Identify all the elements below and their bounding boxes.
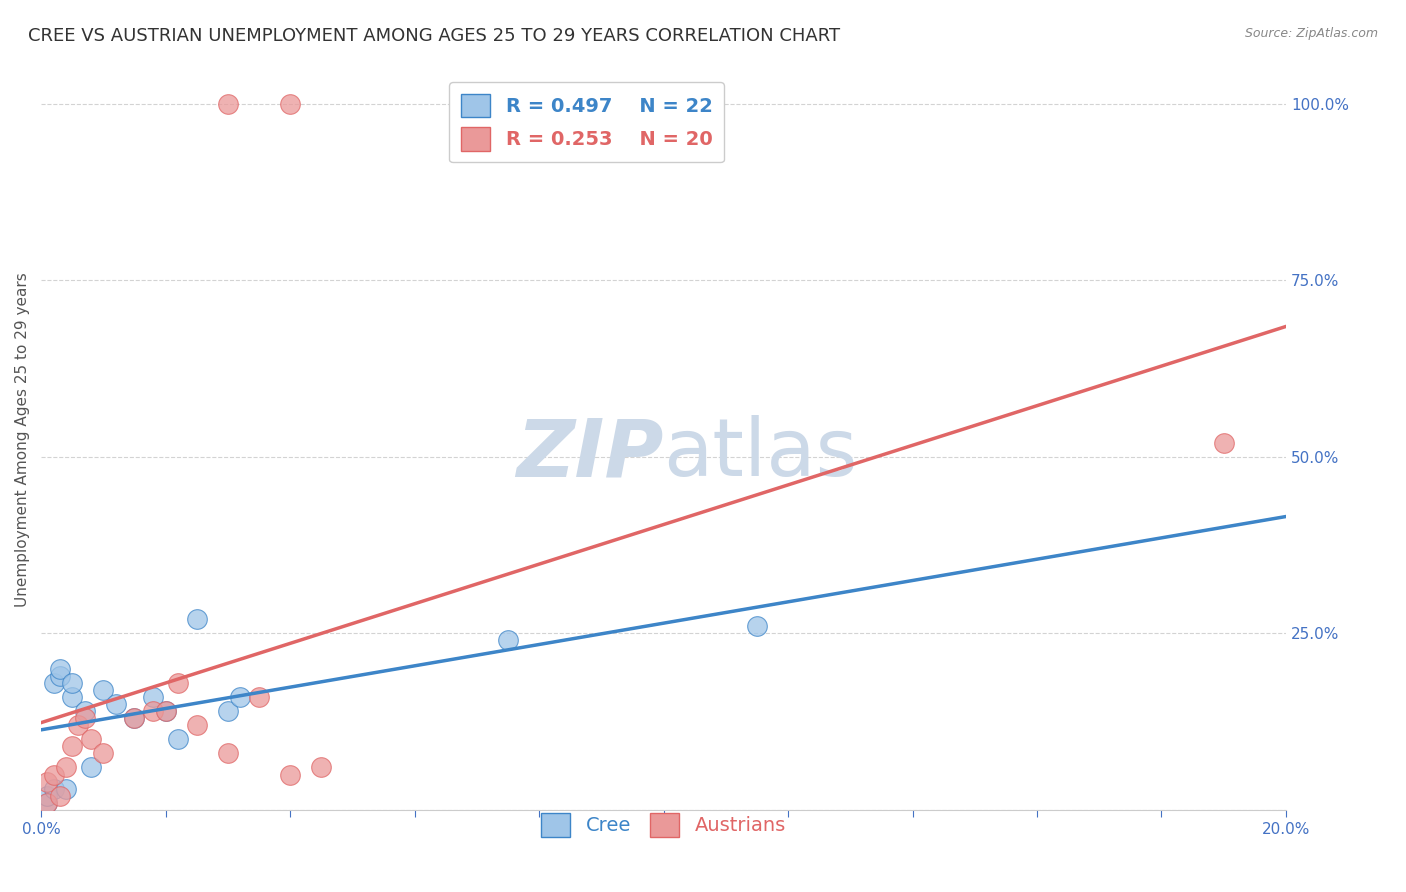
Point [49,662,72,676]
Point [124,711,146,725]
Point [217,704,239,718]
Point [73,704,96,718]
Point [745,619,768,633]
Point [37,789,59,803]
Point [309,760,332,774]
Point [142,704,165,718]
Point [93,682,115,697]
Point [186,612,208,626]
Text: atlas: atlas [664,415,858,493]
Point [1212,435,1234,450]
Point [278,96,301,111]
Point [155,704,177,718]
Point [124,711,146,725]
Point [93,747,115,761]
Point [60,739,83,754]
Point [142,690,165,704]
Point [55,781,77,796]
Point [167,675,190,690]
Point [37,796,59,810]
Point [42,767,65,781]
Point [80,732,103,747]
Point [60,675,83,690]
Legend: Cree, Austrians: Cree, Austrians [533,805,794,845]
Point [73,711,96,725]
Point [278,767,301,781]
Point [55,760,77,774]
Point [67,718,90,732]
Point [37,774,59,789]
Point [42,781,65,796]
Point [217,747,239,761]
Point [80,760,103,774]
Point [247,690,270,704]
Point [155,704,177,718]
Point [49,668,72,682]
Point [60,690,83,704]
Point [217,96,239,111]
Point [37,796,59,810]
Point [104,697,127,711]
Text: CREE VS AUSTRIAN UNEMPLOYMENT AMONG AGES 25 TO 29 YEARS CORRELATION CHART: CREE VS AUSTRIAN UNEMPLOYMENT AMONG AGES… [28,27,841,45]
Point [496,633,519,648]
Point [167,732,190,747]
Point [186,718,208,732]
Point [42,675,65,690]
Text: Source: ZipAtlas.com: Source: ZipAtlas.com [1244,27,1378,40]
Text: ZIP: ZIP [516,415,664,493]
Point [229,690,252,704]
Y-axis label: Unemployment Among Ages 25 to 29 years: Unemployment Among Ages 25 to 29 years [15,272,30,607]
Point [49,789,72,803]
